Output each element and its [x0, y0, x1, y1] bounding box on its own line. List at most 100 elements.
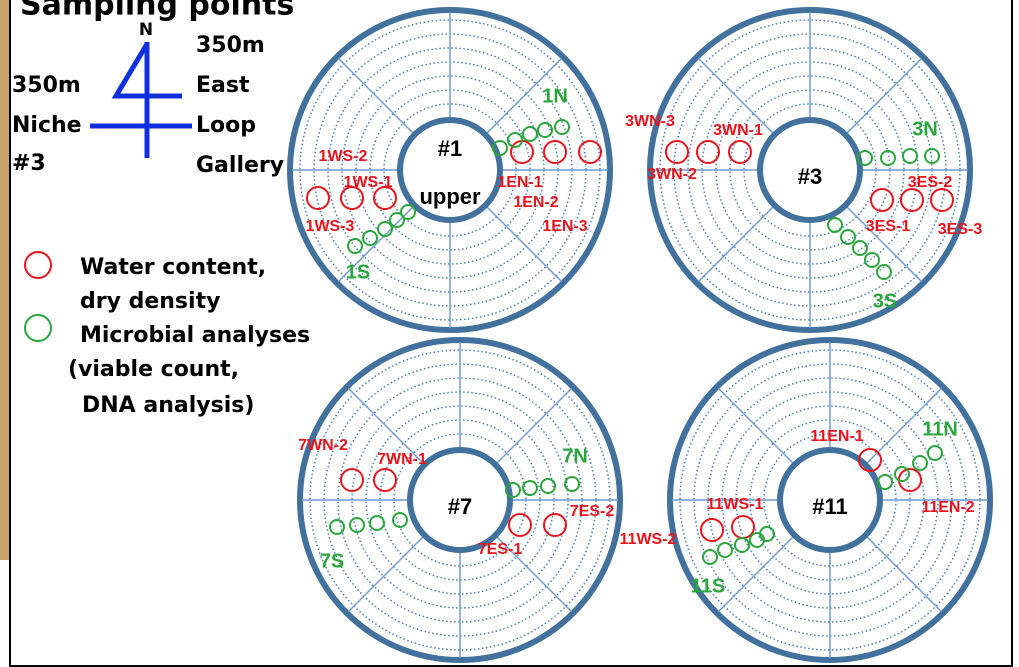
radial-line	[866, 536, 943, 613]
microbial-sample	[880, 150, 896, 166]
microbial-sample	[857, 150, 873, 166]
water-sample	[340, 468, 364, 492]
compass	[90, 42, 192, 158]
sample-label: 1WS-1	[344, 174, 393, 191]
radial-line	[337, 206, 414, 283]
sample-label: 11WS-2	[620, 531, 677, 548]
water-sample	[578, 140, 602, 164]
water-sample	[543, 513, 567, 537]
compass-label: East	[196, 73, 250, 98]
compass-label: #3	[12, 151, 46, 176]
radial-line	[337, 57, 414, 134]
microbial-sample	[389, 212, 405, 228]
compass-label: Loop	[196, 113, 256, 138]
radial-line	[717, 387, 794, 464]
radial-line	[347, 536, 424, 613]
sample-label: 3WN-1	[713, 122, 763, 139]
microbial-sample	[912, 455, 928, 471]
water-sample	[340, 186, 364, 210]
compass-label: 350m	[196, 33, 265, 58]
sample-label: 11WS-1	[707, 496, 764, 513]
microbial-sample	[392, 512, 408, 528]
compass-north: N	[139, 20, 153, 40]
hub	[407, 447, 513, 553]
microbial-sample	[840, 229, 856, 245]
radial-line	[496, 536, 573, 613]
sample-label: 1WS-2	[319, 148, 368, 165]
legend-label: Water content,	[80, 255, 266, 280]
radial-line	[717, 536, 794, 613]
radial-line	[347, 387, 424, 464]
hub	[777, 447, 883, 553]
water-sample	[700, 518, 724, 542]
sample-label: 3WN-3	[625, 113, 675, 130]
sample-label: 1N	[542, 85, 568, 107]
radial-line	[846, 206, 923, 283]
microbial-sample	[369, 515, 385, 531]
sample-label: 11EN-1	[810, 428, 863, 445]
sample-label: 7S	[320, 550, 344, 572]
water-sample	[930, 188, 954, 212]
sample-label: 3N	[912, 118, 938, 140]
microbial-sample	[902, 148, 918, 164]
microbial-sample	[864, 252, 880, 268]
microbial-sample	[734, 537, 750, 553]
radial-line	[697, 57, 774, 134]
microbial-sample	[876, 264, 892, 280]
radial-line	[697, 206, 774, 283]
legend-label: DNA analysis)	[82, 393, 254, 418]
sample-label: 7N	[562, 445, 588, 467]
compass-label: 350m	[12, 73, 81, 98]
disk-label: #3	[798, 164, 822, 189]
sample-label: 3ES-1	[866, 218, 911, 235]
microbial-sample	[507, 132, 523, 148]
microbial-sample	[505, 482, 521, 498]
radial-line	[486, 206, 563, 283]
microbial-sample	[537, 122, 553, 138]
sample-label: 3ES-2	[908, 174, 953, 191]
water-sample	[870, 188, 894, 212]
radial-line	[846, 57, 923, 134]
microbial-sample	[927, 445, 943, 461]
legend-label: Microbial analyses	[80, 323, 310, 348]
microbial-sample	[400, 204, 416, 220]
compass-label: Niche	[12, 113, 82, 138]
water-sample	[306, 186, 330, 210]
disk-sublabel: upper	[419, 184, 481, 209]
microbial-sample	[759, 526, 775, 542]
sample-label: 1S	[346, 261, 370, 283]
side-strip	[0, 0, 9, 560]
water-sample	[373, 186, 397, 210]
radial-line	[496, 387, 573, 464]
sample-label: 1EN-2	[513, 194, 558, 211]
microbial-sample	[894, 466, 910, 482]
sample-label: 3ES-3	[938, 221, 983, 238]
microbial-sample	[564, 476, 580, 492]
sample-label: 1EN-1	[497, 174, 542, 191]
sample-label: 7WN-1	[377, 451, 427, 468]
microbial-sample	[852, 240, 868, 256]
microbial-sample	[702, 549, 718, 565]
water-sample	[900, 188, 924, 212]
legend-label: (viable count,	[68, 357, 239, 382]
sample-label: 7WN-2	[298, 437, 348, 454]
microbial-sample	[717, 542, 733, 558]
microbial-sample	[540, 478, 556, 494]
microbial-sample	[362, 230, 378, 246]
sample-label: 1EN-3	[542, 218, 587, 235]
microbial-sample	[522, 126, 538, 142]
legend-swatch	[24, 314, 52, 342]
microbial-sample	[377, 221, 393, 237]
microbial-sample	[554, 119, 570, 135]
compass-label: Gallery	[196, 153, 284, 178]
legend-label: dry density	[80, 289, 220, 314]
sample-label: 11N	[922, 418, 958, 440]
radial-line	[866, 387, 943, 464]
water-sample	[543, 140, 567, 164]
microbial-sample	[492, 140, 508, 156]
microbial-sample	[827, 217, 843, 233]
disk-label: #11	[812, 494, 848, 519]
title: Sampling points	[20, 0, 294, 23]
microbial-sample	[924, 148, 940, 164]
